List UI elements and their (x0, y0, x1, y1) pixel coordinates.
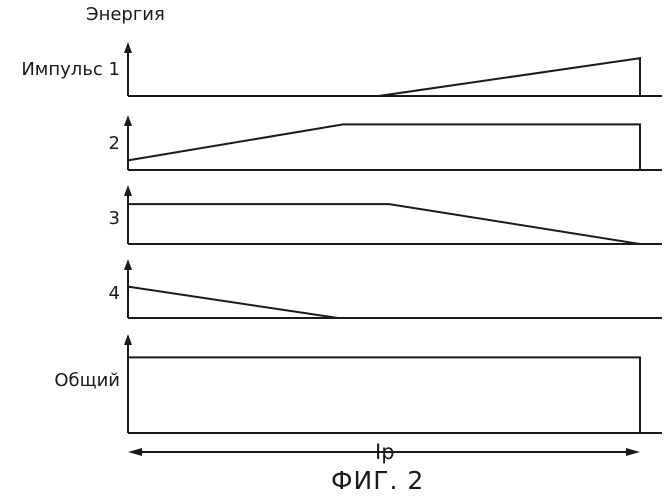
pulse-2-energy-profile (128, 124, 640, 170)
pulse-4-axis-arrow (124, 259, 132, 270)
duration-arrow-right (626, 448, 640, 456)
pulse-5-energy-profile (128, 357, 640, 433)
pulse-4-energy-profile (128, 287, 640, 318)
pulse-2-axis-arrow (124, 115, 132, 126)
pulse-duration-label: Ip (375, 440, 395, 464)
pulse-3-axis-arrow (124, 185, 132, 196)
pulse-1-axis-arrow (124, 42, 132, 53)
duration-arrow-left (128, 448, 142, 456)
pulse-3-energy-profile (128, 204, 640, 244)
pulse-1-energy-profile (128, 58, 640, 96)
pulse-5-axis-arrow (124, 334, 132, 345)
figure-caption: ФИГ. 2 (331, 466, 424, 495)
